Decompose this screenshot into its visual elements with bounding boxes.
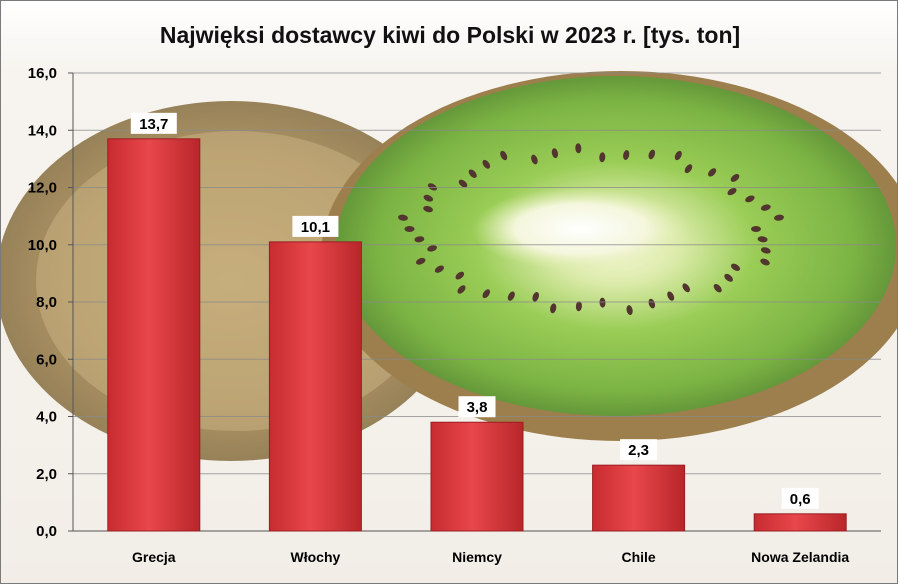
kiwi-seed — [724, 273, 733, 282]
data-label-box — [620, 439, 658, 461]
kiwi-seed — [745, 195, 755, 203]
kiwi-seed — [648, 298, 656, 309]
y-tick-label: 10,0 — [28, 237, 57, 254]
kiwi-seed — [500, 150, 508, 161]
kiwi-seed — [684, 164, 693, 174]
y-tick-label: 8,0 — [36, 294, 57, 311]
kiwi-seed — [667, 291, 675, 301]
kiwi-seed — [532, 291, 539, 302]
bar-nowa-zelandia — [753, 513, 847, 532]
bar-włochy — [268, 241, 362, 532]
kiwi-seed — [550, 303, 557, 314]
kiwi-seed — [760, 204, 771, 211]
category-label: Włochy — [291, 549, 341, 565]
bar-grecja — [107, 138, 201, 532]
kiwi-seed — [551, 148, 559, 159]
kiwi-seed — [760, 258, 770, 266]
category-label: Niemcy — [452, 549, 502, 565]
data-label-box — [781, 487, 819, 509]
kiwi-seed — [760, 247, 771, 254]
data-label: 3,8 — [467, 399, 488, 416]
x-axis-labels: Grecja Włochy Niemcy Chile Nowa Zelandia — [132, 549, 849, 565]
y-tick-label: 6,0 — [36, 351, 57, 368]
kiwi-seed — [427, 245, 437, 252]
y-tick-label: 4,0 — [36, 409, 57, 426]
category-label: Chile — [621, 549, 655, 565]
kiwi-seed — [774, 214, 784, 221]
kiwi-seed — [730, 263, 741, 271]
kiwi-seed — [599, 152, 606, 163]
kiwi-seed — [398, 214, 408, 221]
y-tick-label: 14,0 — [28, 122, 57, 139]
bar-chile — [592, 464, 686, 532]
kiwi-seed — [674, 150, 682, 161]
kiwi-seed — [423, 194, 434, 202]
kiwi-seed — [457, 285, 466, 294]
kiwi-seed — [482, 289, 491, 299]
kiwi-seed — [427, 183, 437, 191]
kiwi-seed — [414, 236, 425, 243]
kiwi-seed — [434, 265, 444, 273]
kiwi-seed — [730, 173, 740, 182]
kiwi-seed — [713, 284, 722, 293]
kiwi-seed — [468, 169, 477, 178]
y-tick-label: 16,0 — [28, 65, 57, 82]
kiwi-seed — [415, 257, 426, 265]
y-tick-label: 12,0 — [28, 180, 57, 197]
kiwi-seed — [507, 291, 515, 301]
category-label: Nowa Zelandia — [751, 549, 849, 565]
category-label: Grecja — [132, 549, 176, 565]
y-axis-ticks: 0,0 2,0 4,0 6,0 8,0 10,0 12,0 14,0 16,0 — [28, 65, 57, 540]
data-labels: 13,7 10,1 3,8 2,3 0,6 — [130, 112, 819, 509]
data-label-box — [130, 112, 177, 134]
kiwi-seed — [575, 143, 582, 154]
y-tick-label: 0,0 — [36, 523, 57, 540]
kiwi-seed — [482, 159, 491, 169]
data-label-box — [458, 396, 496, 418]
y-tick-label: 2,0 — [36, 466, 57, 483]
data-label-box — [292, 215, 339, 237]
kiwi-seed — [648, 149, 656, 160]
kiwi-seed — [727, 187, 737, 196]
kiwi-seed — [623, 150, 630, 160]
kiwi-seed — [599, 297, 606, 308]
kiwi-seed — [575, 301, 582, 312]
data-label: 0,6 — [790, 491, 811, 508]
kiwi-seed — [757, 236, 768, 243]
kiwi-seed — [531, 154, 538, 165]
data-label: 10,1 — [301, 219, 330, 236]
kiwi-seed — [751, 226, 761, 232]
chart-title: Najwięksi dostawcy kiwi do Polski w 2023… — [160, 22, 740, 48]
kiwi-seed — [682, 283, 690, 293]
kiwi-seed — [708, 168, 717, 177]
kiwi-seed — [404, 226, 415, 232]
kiwi-seed — [423, 205, 433, 213]
kiwi-seed — [455, 271, 465, 280]
data-label: 2,3 — [628, 442, 649, 459]
kiwi-seed — [458, 179, 468, 188]
bar-niemcy — [430, 421, 524, 532]
data-label: 13,7 — [139, 116, 168, 133]
kiwi-seed — [626, 305, 633, 316]
bars — [107, 138, 847, 532]
